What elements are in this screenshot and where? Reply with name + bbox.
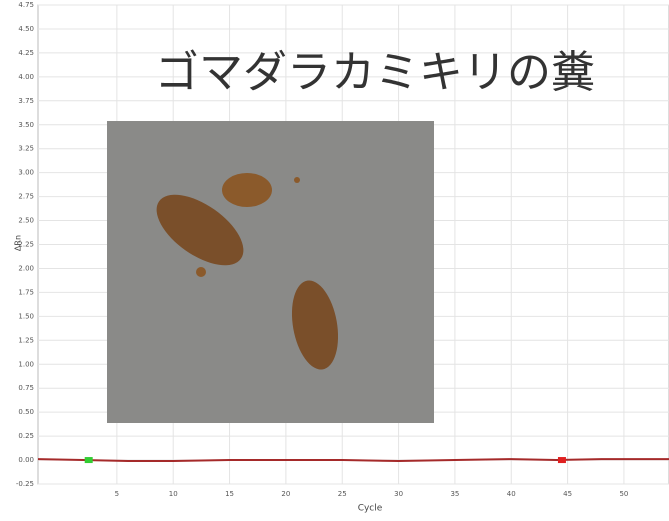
y-tick-label: 1.25 [18, 336, 34, 344]
y-axis-label: ΔRn [14, 235, 23, 251]
frass [156, 194, 244, 266]
y-tick-label: 0.00 [18, 456, 34, 464]
x-tick-label: 45 [563, 490, 572, 498]
y-tick-label: 4.50 [18, 25, 34, 33]
y-tick-label: 4.25 [18, 49, 34, 57]
data-point [557, 457, 566, 464]
x-tick-label: 20 [281, 490, 290, 498]
y-tick-label: 0.50 [18, 408, 34, 416]
frass [291, 280, 339, 370]
frass [196, 267, 206, 277]
x-tick-label: 40 [507, 490, 516, 498]
y-tick-label: 2.75 [18, 193, 34, 201]
photo-background [107, 121, 434, 423]
y-tick-label: 4.75 [18, 1, 34, 9]
y-tick-label: 4.00 [18, 73, 34, 81]
y-tick-label: 0.75 [18, 384, 34, 392]
data-line [37, 458, 669, 463]
y-tick-label: 2.25 [18, 241, 34, 249]
y-tick-label: 1.00 [18, 360, 34, 368]
y-tick-label: -0.25 [16, 480, 34, 488]
y-tick-label: 3.75 [18, 97, 34, 105]
x-tick-label: 25 [338, 490, 347, 498]
data-point [84, 457, 93, 464]
photo [107, 121, 434, 423]
x-tick-label: 10 [169, 490, 178, 498]
x-tick-label: 15 [225, 490, 234, 498]
y-tick-label: 1.75 [18, 288, 34, 296]
y-tick-label: 1.50 [18, 312, 34, 320]
y-tick-label: 3.00 [18, 169, 34, 177]
y-tick-label: 2.00 [18, 264, 34, 272]
frass [294, 177, 300, 183]
x-axis-label: Cycle [358, 504, 383, 514]
annotation: ゴマダラカミキリの糞 [155, 47, 595, 98]
x-tick-label: 30 [394, 490, 403, 498]
y-tick-label: 0.25 [18, 432, 34, 440]
y-tick-label: 2.50 [18, 217, 34, 225]
frass [222, 173, 272, 207]
y-tick-label: 3.50 [18, 121, 34, 129]
x-tick-label: 5 [115, 490, 119, 498]
x-tick-label: 50 [619, 490, 628, 498]
x-tick-label: 35 [450, 490, 459, 498]
y-tick-label: 3.25 [18, 145, 34, 153]
